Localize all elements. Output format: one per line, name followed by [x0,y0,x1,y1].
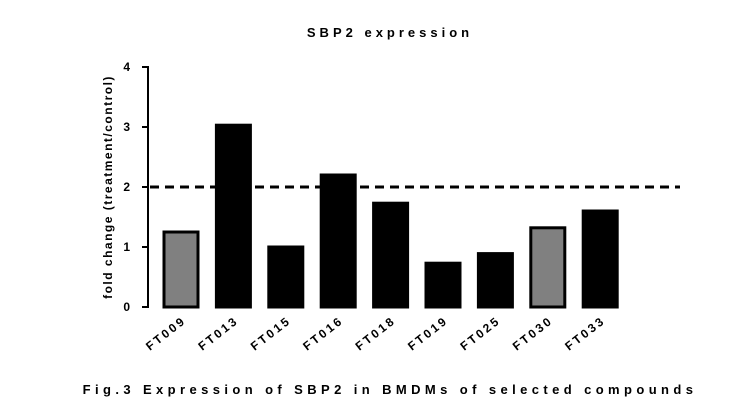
x-tick-label: FT033 [562,313,608,353]
figure-caption: Fig.3 Expression of SBP2 in BMDMs of sel… [82,382,698,397]
bar-ft025 [476,252,514,309]
bar-ft030 [529,226,567,309]
bar-ft033 [581,209,619,309]
y-tick-label: 2 [123,180,130,194]
x-tick-label: FT019 [405,313,451,353]
bar-chart: SBP2 expression fold change (treatment/c… [101,25,680,353]
x-tick-label: FT009 [143,313,189,353]
y-axis-ticks: 0 1 2 3 4 [123,60,148,314]
x-tick-label: FT015 [248,313,294,353]
x-tick-label: FT025 [457,313,503,353]
bar-ft013 [214,123,252,309]
chart-title: SBP2 expression [307,25,473,40]
bar-ft009 [162,230,200,309]
x-tick-label: FT013 [195,313,241,353]
y-axis-label: fold change (treatment/control) [101,75,115,299]
y-tick-label: 4 [123,60,130,74]
bar-ft018 [372,201,410,309]
y-tick-label: 1 [123,240,130,254]
x-tick-label: FT018 [353,313,399,353]
bars [162,123,619,309]
x-tick-label: FT030 [510,313,556,353]
y-tick-label: 0 [123,300,130,314]
x-tick-label: FT016 [300,313,346,353]
y-tick-label: 3 [123,120,130,134]
bar-ft015 [267,245,305,309]
x-axis-tick-labels: FT009 FT013 FT015 FT016 FT018 FT019 FT025 FT030… [143,313,608,353]
bar-ft016 [319,173,357,309]
bar-ft019 [424,261,462,309]
